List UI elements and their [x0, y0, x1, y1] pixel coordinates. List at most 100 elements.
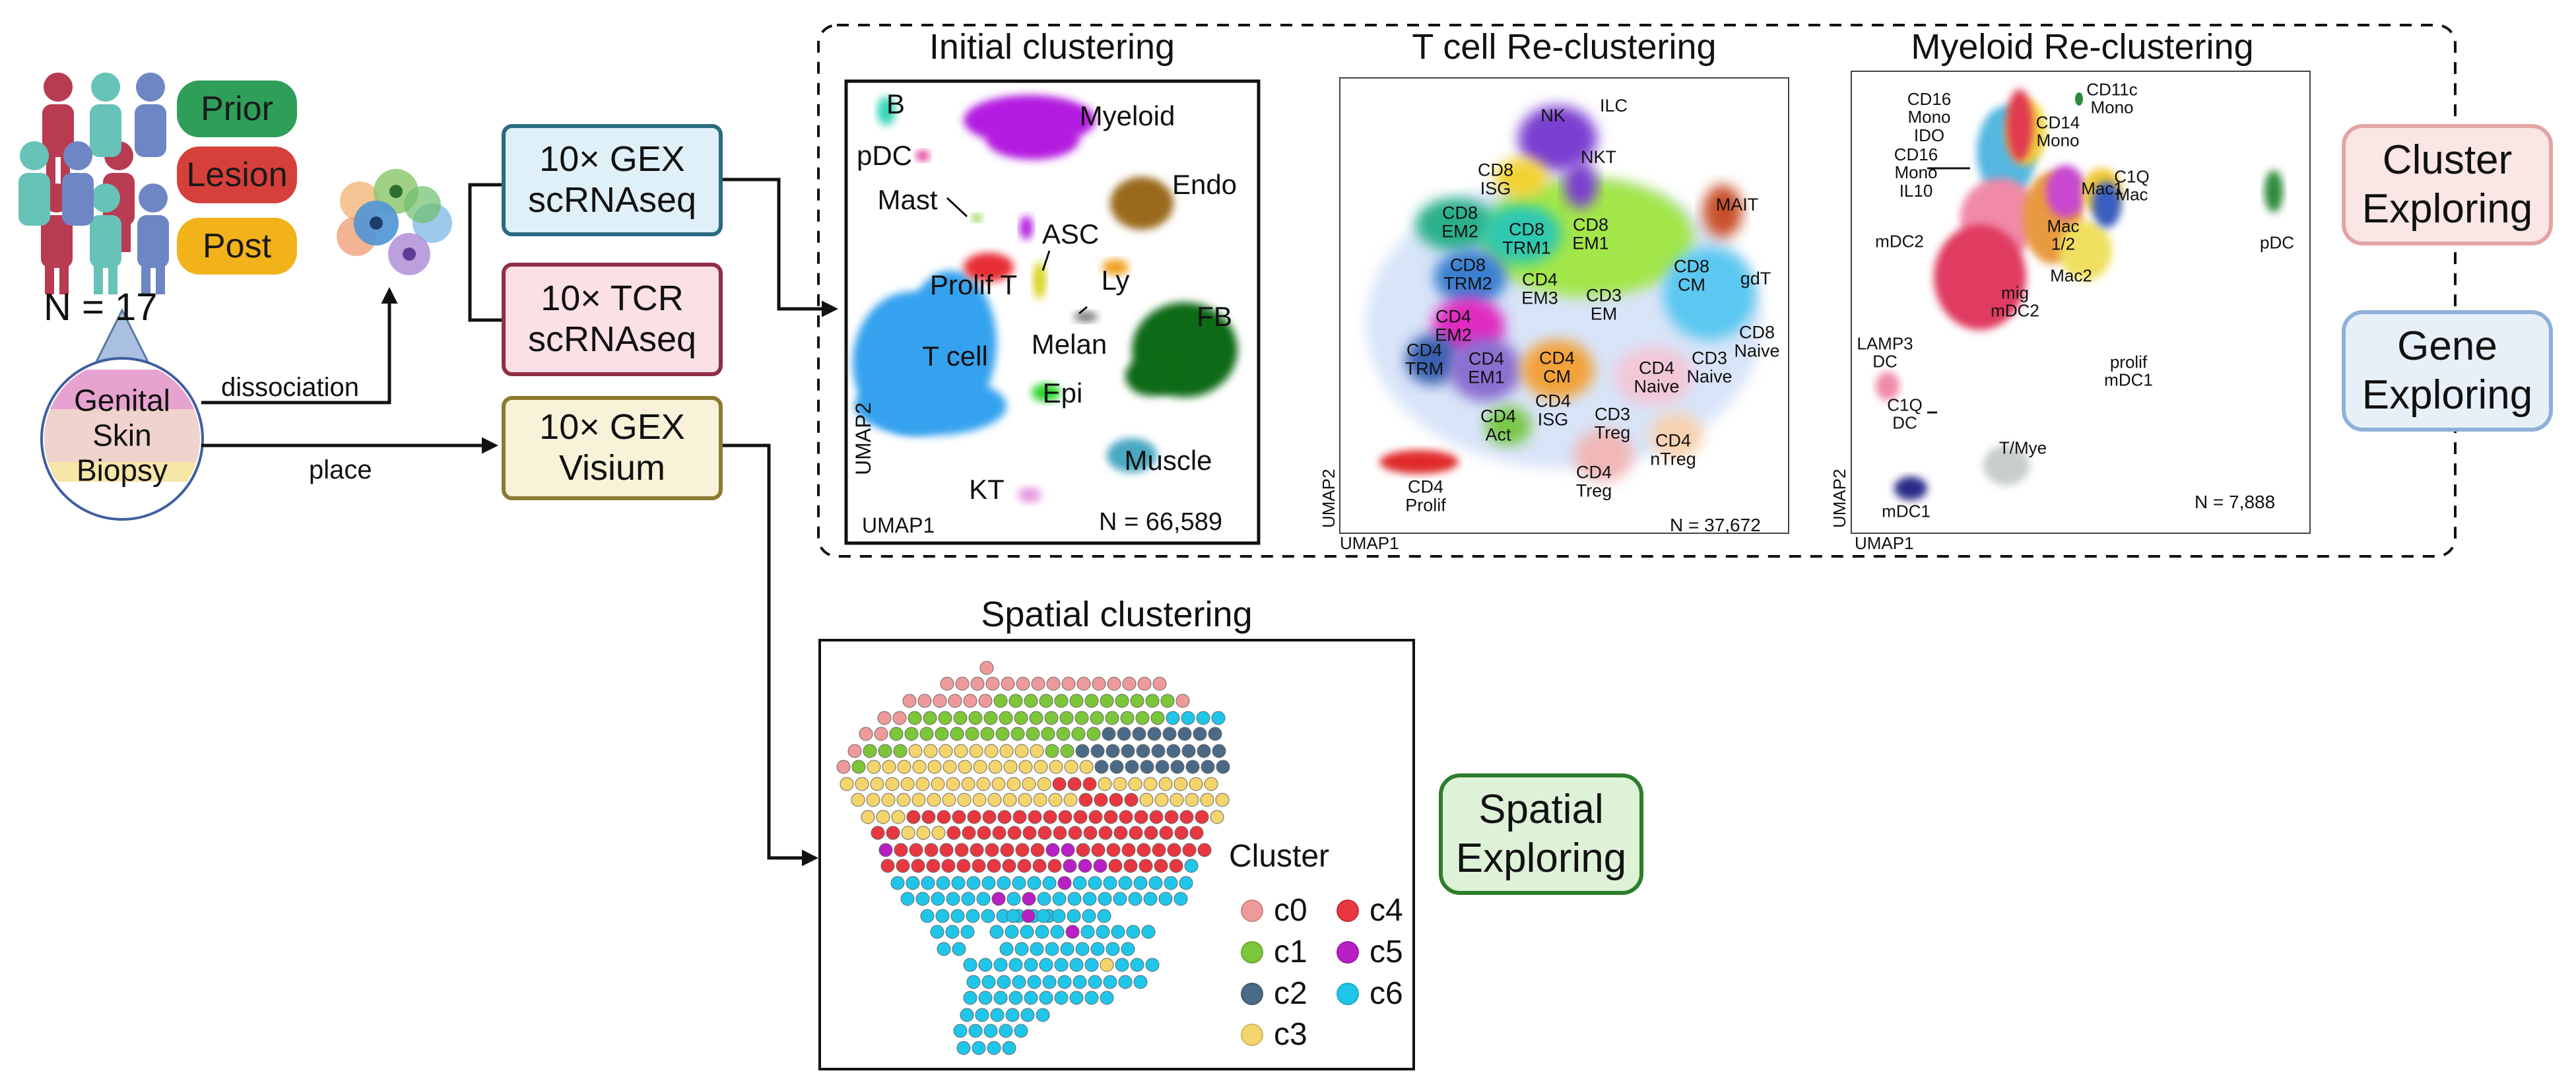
initial-n: N = 66,589 [1099, 508, 1222, 536]
spatial-spot [950, 909, 965, 923]
spatial-spot [1078, 793, 1093, 807]
spatial-spot [978, 991, 993, 1005]
initial-label-mast: Mast [877, 183, 938, 215]
spatial-spot [1100, 991, 1114, 1005]
spatial-spot [1182, 843, 1197, 857]
myeloid-reclustering-title: Myeloid Re-clustering [1911, 27, 2254, 67]
spatial-spot [920, 909, 935, 923]
spatial-spot [1053, 826, 1067, 840]
spatial-spot [1026, 727, 1040, 741]
spatial-spot [902, 694, 917, 708]
spatial-spot [897, 760, 911, 774]
legend-item-c2: c2 [1241, 975, 1307, 1012]
spatial-spot [1170, 793, 1184, 807]
myeloid-label-cd14-mono: CD14 Mono [2035, 112, 2080, 150]
spatial-spot [1197, 744, 1211, 758]
spatial-spot [889, 727, 904, 741]
spatial-spot [968, 1024, 983, 1038]
spatial-spot [1134, 810, 1148, 824]
spatial-spot [1054, 958, 1069, 972]
post-badge: Post [177, 218, 297, 275]
spatial-spot [1121, 843, 1136, 857]
spatial-spot [1034, 760, 1048, 774]
spatial-spot [942, 760, 957, 774]
spatial-spot [1082, 777, 1097, 791]
spatial-spot [1079, 760, 1094, 774]
spatial-spot [1103, 876, 1117, 890]
spatial-spot [1216, 760, 1230, 774]
spatial-spot [893, 744, 908, 758]
spatial-spot [900, 777, 915, 791]
spatial-exploring-button[interactable]: Spatial Exploring [1439, 773, 1643, 895]
spatial-spot [987, 793, 1002, 807]
spatial-spot [1075, 942, 1090, 956]
spatial-spot [919, 727, 934, 741]
spatial-spot [911, 859, 925, 873]
spatial-spot [863, 744, 877, 758]
spatial-spot [1008, 991, 1023, 1005]
spatial-spot [1037, 777, 1051, 791]
patient-icons [18, 73, 169, 294]
initial-label-ly: Ly [1101, 264, 1130, 296]
spatial-spot [1014, 711, 1028, 725]
spatial-spot [987, 1041, 1001, 1055]
spatial-spot [1195, 810, 1209, 824]
spatial-spot [993, 958, 1008, 972]
spatial-spot [1166, 744, 1181, 758]
legend-label: c2 [1274, 976, 1307, 1011]
spatial-spot [1045, 744, 1059, 758]
spatial-spot [1091, 843, 1106, 857]
spatial-spot [1078, 859, 1092, 873]
gene-exploring-button[interactable]: Gene Exploring [2342, 310, 2553, 432]
spatial-spot [1130, 694, 1144, 708]
spatial-spot [882, 760, 896, 774]
spatial-spot [966, 975, 981, 989]
spatial-spot [993, 991, 1008, 1005]
spatial-spot [997, 876, 1011, 890]
spatial-spot [1088, 810, 1103, 824]
spatial-spot [1076, 676, 1091, 691]
initial-label-melan: Melan [1031, 328, 1107, 360]
spatial-spot [885, 777, 900, 791]
spatial-spot [1050, 925, 1065, 939]
spatial-spot [1030, 843, 1045, 857]
spatial-spot [915, 892, 930, 906]
spatial-spot [980, 727, 995, 741]
spatial-spot [1073, 975, 1087, 989]
spatial-spot [1068, 826, 1082, 840]
spatial-spot [1041, 727, 1055, 741]
myeloid-label-mig-mdc2: mig mDC2 [1991, 282, 2039, 321]
legend-label: c3 [1274, 1017, 1307, 1052]
spatial-spot [951, 876, 966, 890]
spatial-spot [972, 793, 987, 807]
spatial-spot [1132, 727, 1146, 741]
spatial-spot [956, 859, 971, 873]
spatial-spot [1139, 859, 1153, 873]
spatial-spot [953, 1024, 968, 1038]
spatial-spot [997, 810, 1012, 824]
initial-label-prolif-t: Prolif T [929, 269, 1018, 300]
tcell-label-cd8-cm: CD8 CM [1673, 256, 1710, 295]
spatial-spot [1032, 859, 1047, 873]
spatial-spot [1177, 727, 1192, 741]
spatial-spot [987, 859, 1001, 873]
tcell-label-nk: NK [1540, 105, 1566, 125]
spatial-spot [968, 711, 983, 725]
spatial-spot [1063, 859, 1077, 873]
spatial-spot [1107, 676, 1121, 691]
spatial-spot [1008, 958, 1023, 972]
tcell-label-mait: MAIT [1715, 194, 1759, 214]
spatial-spot [1092, 676, 1106, 691]
spatial-spot [985, 676, 1000, 691]
cluster-exploring-button[interactable]: Cluster Exploring [2342, 124, 2553, 246]
spatial-spot [1022, 892, 1036, 906]
spatial-spot [1100, 694, 1114, 708]
legend-swatch-c2 [1241, 982, 1263, 1005]
tcell-label-cd4-ntreg: CD4 nTreg [1650, 430, 1696, 469]
spatial-spot [991, 777, 1006, 791]
spatial-spot [1119, 810, 1133, 824]
spatial-spot [861, 810, 875, 824]
spatial-spot [1069, 958, 1084, 972]
spatial-spot [1160, 694, 1175, 708]
